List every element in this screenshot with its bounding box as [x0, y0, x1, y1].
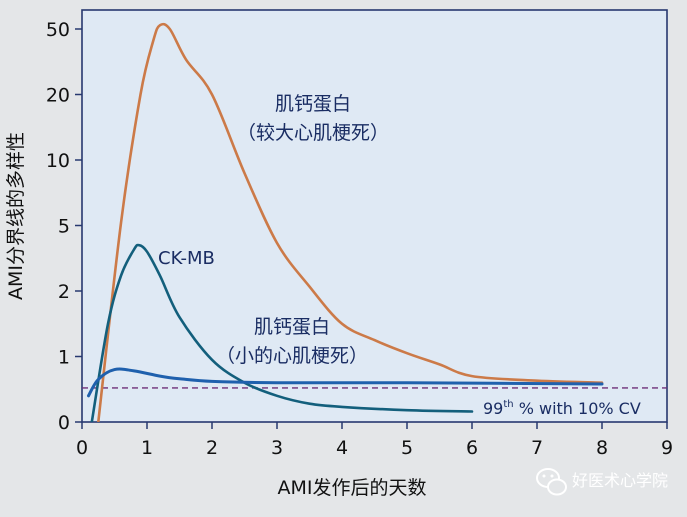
y-tick-label: 0	[58, 412, 70, 434]
troponin-large-line	[97, 22, 604, 422]
troponin-small-line	[87, 367, 604, 398]
ckmb-label: CK-MB	[158, 248, 215, 269]
plot-lines	[82, 22, 667, 422]
troponin-small-label-line1: 肌钙蛋白	[254, 316, 330, 338]
y-tick-label: 20	[46, 85, 70, 107]
troponin-large-label-line1: 肌钙蛋白	[275, 93, 351, 115]
troponin-large-label-line2: （较大心肌梗死）	[237, 122, 389, 144]
x-tick-label: 6	[466, 437, 478, 459]
x-axis: 0 1 2 3 4 5 6 7 8 9	[76, 422, 673, 459]
wechat-icon	[536, 468, 567, 496]
y-tick-label: 1	[58, 347, 70, 369]
x-tick-label: 1	[141, 437, 153, 459]
x-tick-label: 2	[206, 437, 218, 459]
x-tick-label: 7	[531, 437, 543, 459]
watermark: 好医术心学院	[536, 468, 668, 496]
x-tick-label: 3	[271, 437, 283, 459]
y-tick-label: 50	[46, 19, 70, 41]
y-axis: 0 1 2 5 10 20 50	[46, 19, 82, 434]
plot-area	[81, 9, 668, 423]
x-tick-label: 4	[336, 437, 348, 459]
y-tick-label: 2	[58, 281, 70, 303]
y-tick-label: 5	[58, 216, 70, 238]
troponin-small-label-line2: （小的心肌梗死）	[216, 345, 368, 367]
x-tick-label: 5	[401, 437, 413, 459]
x-tick-label: 8	[596, 437, 608, 459]
x-tick-label: 0	[76, 437, 88, 459]
x-axis-title: AMI发作后的天数	[278, 477, 427, 499]
y-tick-label: 10	[46, 150, 70, 172]
watermark-text: 好医术心学院	[572, 471, 668, 490]
x-tick-label: 9	[661, 437, 673, 459]
threshold-label: 99th % with 10% CV	[483, 399, 641, 418]
ckmb-line	[90, 243, 474, 422]
y-axis-title: AMI分界线的多样性	[5, 132, 27, 300]
